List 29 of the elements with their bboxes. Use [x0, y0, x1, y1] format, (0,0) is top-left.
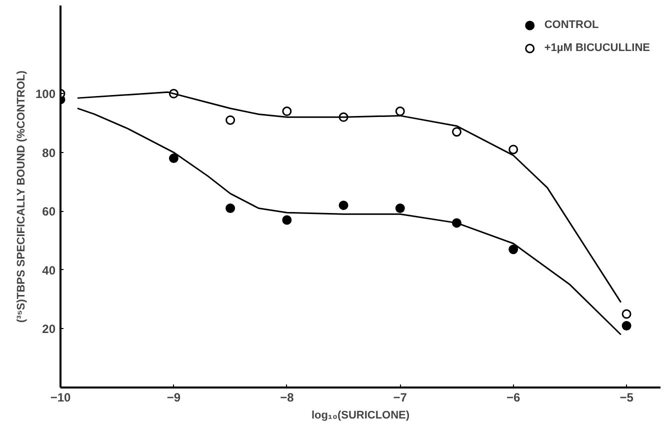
x-tick-label: −5 — [620, 390, 634, 404]
y-tick-label: 80 — [42, 146, 56, 160]
x-tick-label: −9 — [166, 390, 181, 404]
x-tick-label: −6 — [506, 390, 520, 404]
legend-label: CONTROL — [544, 19, 599, 31]
y-tick-label: 40 — [42, 263, 56, 278]
point — [226, 204, 236, 213]
x-tick-label: −7 — [393, 390, 408, 404]
legend-label: +1µM BICUCULLINE — [544, 42, 650, 54]
point — [622, 321, 632, 331]
x-axis-title: log₁₀(SURICLONE) — [311, 410, 410, 422]
y-axis-title: (³⁵S)TBPS SPECIFICALLY BOUND (%CONTROL) — [15, 70, 28, 323]
point — [338, 200, 348, 210]
point — [395, 106, 405, 116]
point — [168, 154, 178, 164]
point — [226, 115, 236, 125]
point — [508, 144, 518, 154]
line-series — [76, 108, 622, 336]
y-tick-label: 100 — [35, 87, 56, 102]
point — [452, 127, 462, 137]
y-tick-label: 60 — [42, 204, 56, 219]
y-tick-label: 20 — [42, 322, 56, 336]
point — [282, 106, 292, 116]
x-tick-label: −10 — [50, 390, 72, 404]
point — [622, 309, 632, 319]
x-tick-label: −8 — [280, 390, 294, 404]
point — [508, 244, 518, 254]
point — [395, 204, 405, 213]
point — [282, 215, 292, 225]
